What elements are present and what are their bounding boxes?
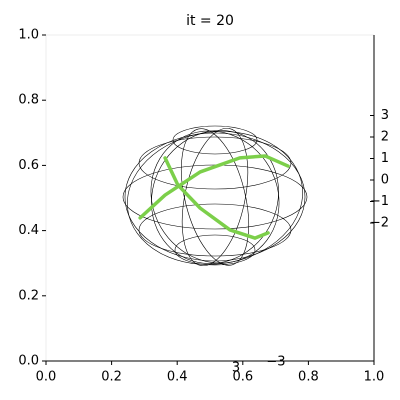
z-tick-label: 3 [381,108,389,123]
x-tick-label: 0.8 [298,370,319,385]
x-tick-label: 0.0 [36,370,57,385]
y-tick-label: 0.0 [18,354,39,369]
x3-tick-label: 3 [232,361,240,376]
x-tick-label: 1.0 [364,370,385,385]
z-tick-label: 1 [381,151,389,166]
z-tick-label: 2 [381,130,389,145]
x3-tick-label: −3 [266,355,285,370]
z-tick-label: −2 [370,216,389,231]
x-tick-label: 0.6 [232,370,253,385]
y-tick-label: 0.4 [18,223,39,238]
y-tick-label: 0.6 [18,158,39,173]
trajectory [138,154,290,240]
y-tick-label: 0.8 [18,93,39,108]
x-tick-label: 0.2 [101,370,122,385]
z-tick-label: 0 [381,173,389,188]
z-tick-label: −1 [370,194,389,209]
y-tick-label: 0.2 [18,288,39,303]
chart-title: it = 20 [186,13,234,29]
y-tick-label: 1.0 [18,28,39,43]
x-tick-label: 0.4 [167,370,188,385]
